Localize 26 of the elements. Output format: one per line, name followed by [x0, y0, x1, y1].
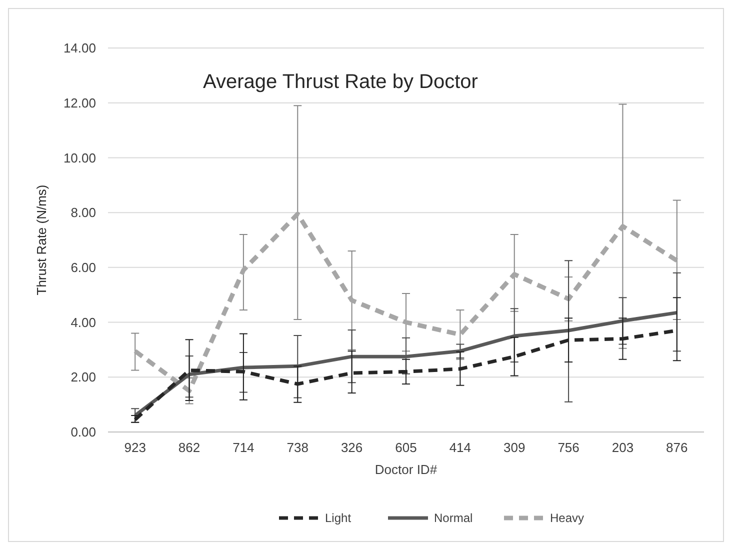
x-tick-label: 862	[178, 440, 200, 455]
x-tick-label: 326	[340, 440, 363, 455]
y-tick-label: 6.00	[70, 260, 96, 275]
x-tick-label: 876	[666, 440, 688, 455]
legend-label: Normal	[434, 511, 473, 526]
line-series	[132, 212, 680, 394]
x-tick-label: 203	[612, 440, 634, 455]
y-tick-label: 0.00	[70, 424, 96, 440]
y-tick-label: 8.00	[70, 205, 96, 220]
x-axis-title: Doctor ID#	[374, 462, 438, 477]
x-tick-label: 738	[286, 440, 308, 455]
x-tick-label: 923	[124, 440, 146, 455]
x-tick-label: 605	[395, 440, 417, 455]
x-tick-label: 414	[449, 440, 472, 455]
y-axis-title: Thrust Rate (N/ms)	[34, 184, 49, 296]
y-tick-label: 4.00	[70, 314, 96, 330]
x-tick-label: 756	[558, 440, 580, 455]
x-tick-label: 714	[232, 440, 254, 455]
legend-label: Light	[325, 511, 352, 526]
legend-label: Heavy	[550, 511, 584, 526]
y-tick-label: 2.00	[70, 370, 96, 385]
y-tick-label: 10.00	[63, 150, 96, 166]
text: Average Thrust Rate by Doctor	[203, 71, 478, 93]
x-tick-label: 309	[504, 440, 526, 455]
y-tick-label: 12.00	[63, 95, 96, 110]
y-tick-label: 14.00	[63, 40, 96, 56]
